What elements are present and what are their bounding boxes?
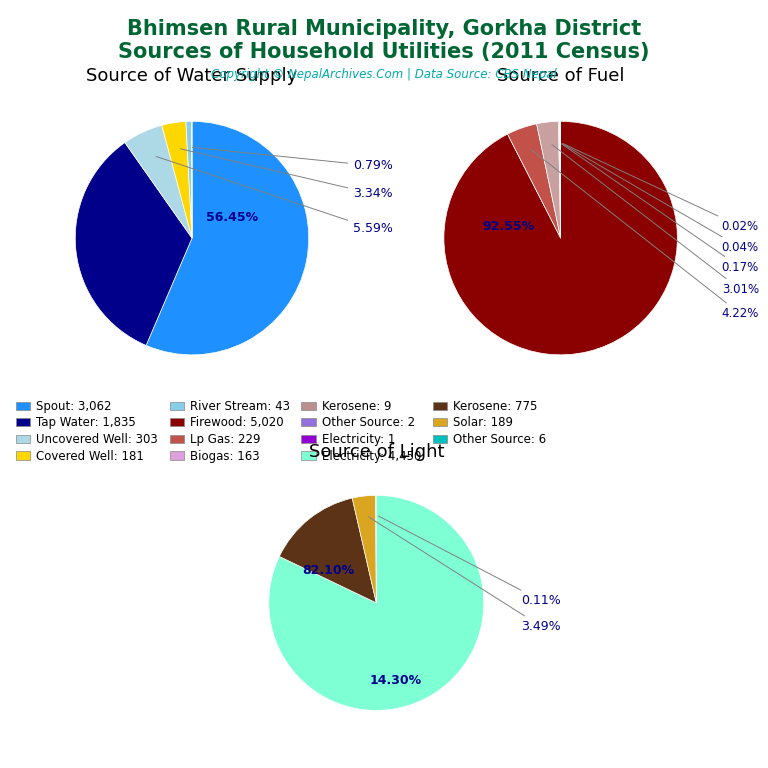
Text: 0.17%: 0.17% — [561, 144, 759, 273]
Text: 82.10%: 82.10% — [302, 564, 354, 577]
Wedge shape — [269, 495, 484, 710]
Wedge shape — [146, 121, 309, 355]
Wedge shape — [280, 498, 376, 603]
Text: 3.34%: 3.34% — [180, 149, 392, 200]
Wedge shape — [125, 125, 192, 238]
Wedge shape — [537, 121, 561, 238]
Wedge shape — [558, 121, 561, 238]
Wedge shape — [444, 121, 677, 355]
Text: Copyright © NepalArchives.Com | Data Source: CBS Nepal: Copyright © NepalArchives.Com | Data Sou… — [211, 68, 557, 81]
Wedge shape — [353, 495, 376, 603]
Title: Source of Water Supply: Source of Water Supply — [86, 67, 298, 85]
Text: 33.83%: 33.83% — [131, 247, 183, 260]
Text: 0.02%: 0.02% — [563, 144, 759, 233]
Text: 5.59%: 5.59% — [156, 157, 393, 235]
Wedge shape — [186, 121, 192, 238]
Text: 92.55%: 92.55% — [482, 220, 535, 233]
Title: Source of Fuel: Source of Fuel — [497, 67, 624, 85]
Wedge shape — [75, 143, 192, 346]
Text: 0.04%: 0.04% — [562, 144, 759, 254]
Text: 0.79%: 0.79% — [192, 147, 393, 172]
Title: Source of Light: Source of Light — [309, 443, 444, 462]
Text: 56.45%: 56.45% — [206, 210, 258, 223]
Wedge shape — [560, 121, 561, 238]
Wedge shape — [162, 121, 192, 238]
Text: 4.22%: 4.22% — [531, 150, 759, 320]
Text: 14.30%: 14.30% — [369, 674, 422, 687]
Legend: Spout: 3,062, Tap Water: 1,835, Uncovered Well: 303, Covered Well: 181, River St: Spout: 3,062, Tap Water: 1,835, Uncovere… — [14, 398, 548, 465]
Wedge shape — [508, 124, 561, 238]
Text: Sources of Household Utilities (2011 Census): Sources of Household Utilities (2011 Cen… — [118, 42, 650, 62]
Text: Bhimsen Rural Municipality, Gorkha District: Bhimsen Rural Municipality, Gorkha Distr… — [127, 19, 641, 39]
Text: 3.01%: 3.01% — [552, 144, 759, 296]
Wedge shape — [560, 121, 561, 238]
Text: 3.49%: 3.49% — [369, 517, 561, 633]
Text: 0.11%: 0.11% — [379, 516, 561, 607]
